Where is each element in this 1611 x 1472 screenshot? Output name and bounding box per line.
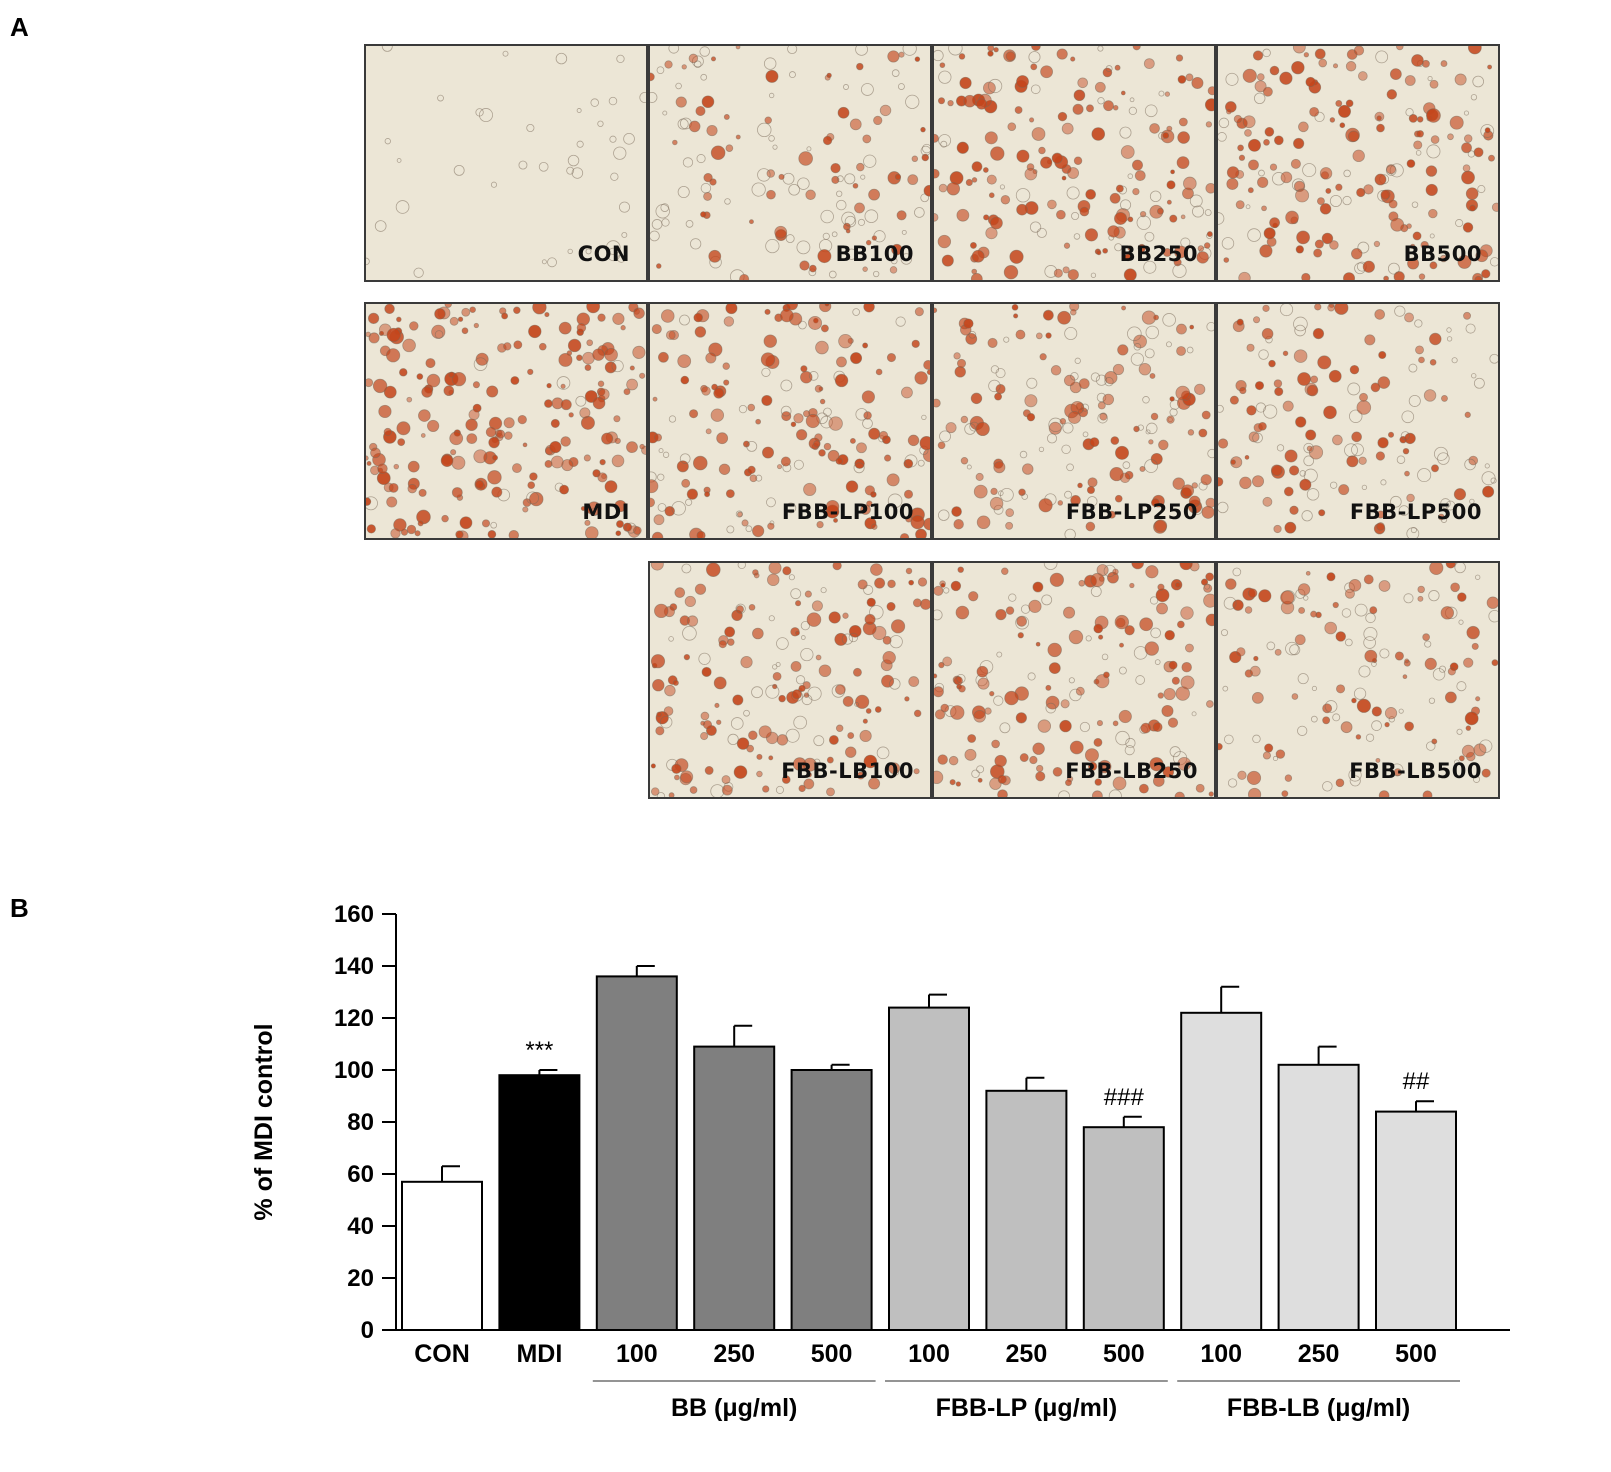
x-tick-label: 500 [1103,1340,1145,1368]
micrograph-image [1218,304,1498,538]
x-tick-label: 500 [811,1340,853,1368]
significance-label: ## [1403,1068,1430,1095]
y-tick-label: 60 [347,1161,374,1188]
micrograph-image [934,46,1214,280]
micrograph-tile: FBB-LB500 [1216,561,1500,799]
micrograph-image [650,563,930,797]
micrograph-tile: MDI [364,302,648,540]
micrograph-tile: FBB-LP500 [1216,302,1500,540]
micrograph-tile: BB500 [1216,44,1500,282]
micrograph-tile: FBB-LP250 [932,302,1216,540]
bar [401,1180,483,1331]
panel-b-letter: B [10,893,29,923]
micrograph-label: MDI [582,500,630,524]
significance-label: *** [525,1037,553,1064]
micrograph-tile: FBB-LB100 [648,561,932,799]
y-tick-label: 100 [334,1057,374,1084]
bar [1082,1126,1165,1331]
bar [595,975,678,1332]
bar [693,1045,776,1331]
micrograph-image [1218,563,1498,797]
x-tick-label: 100 [1200,1340,1242,1368]
x-tick-label: 100 [616,1340,658,1368]
y-tick-label: 140 [334,953,374,980]
micrograph-image [1218,46,1498,280]
micrograph-label: FBB-LP500 [1349,500,1482,524]
micrograph-image [650,46,930,280]
micrograph-label: FBB-LB500 [1349,759,1482,783]
x-tick-label: 250 [1006,1340,1048,1368]
micrograph-label: BB500 [1403,242,1482,266]
y-tick-label: 120 [334,1005,374,1032]
micrograph-image [650,304,930,538]
micrograph-tile: BB100 [648,44,932,282]
micrograph-tile: CON [364,44,648,282]
bar [985,1089,1068,1331]
y-tick-label: 80 [347,1109,374,1136]
bar [498,1074,581,1331]
micrograph-label: FBB-LP100 [781,500,914,524]
y-axis-label: % of MDI control [250,1023,278,1220]
bar [1375,1110,1457,1331]
group-label: BB (μg/ml) [671,1394,797,1422]
x-tick-label: 100 [908,1340,950,1368]
x-tick-label: 500 [1395,1340,1437,1368]
bar [790,1069,873,1331]
micrograph-label: FBB-LB100 [781,759,914,783]
y-tick-label: 0 [361,1317,374,1344]
micrograph-tile: FBB-LB250 [932,561,1216,799]
x-tick-label: 250 [713,1340,755,1368]
group-label: FBB-LP (μg/ml) [936,1394,1117,1422]
x-tick-label: MDI [516,1340,562,1368]
bar [888,1006,970,1331]
significance-label: ### [1104,1084,1145,1111]
panel-a-letter: A [10,12,29,42]
micrograph-image [366,304,646,538]
bar [1180,1011,1263,1332]
micrograph-image [934,563,1214,797]
micrograph-label: FBB-LP250 [1065,500,1198,524]
micrograph-tile: FBB-LP100 [648,302,932,540]
micrograph-tile: BB250 [932,44,1216,282]
micrograph-label: BB100 [835,242,914,266]
micrograph-label: CON [577,242,630,266]
y-tick-label: 40 [347,1213,374,1240]
y-tick-label: 160 [334,901,374,928]
micrograph-label: FBB-LB250 [1065,759,1198,783]
bar [1277,1063,1360,1332]
x-tick-label: CON [414,1340,470,1368]
x-tick-label: 250 [1298,1340,1340,1368]
y-tick-label: 20 [347,1265,374,1292]
micrograph-image [934,304,1214,538]
micrograph-image [366,46,646,280]
bar-chart: 160 140 120 100 80 60 40 20 0 % of MDI control CON… [250,901,1510,1422]
micrograph-label: BB250 [1119,242,1198,266]
group-label: FBB-LB (μg/ml) [1227,1394,1410,1422]
